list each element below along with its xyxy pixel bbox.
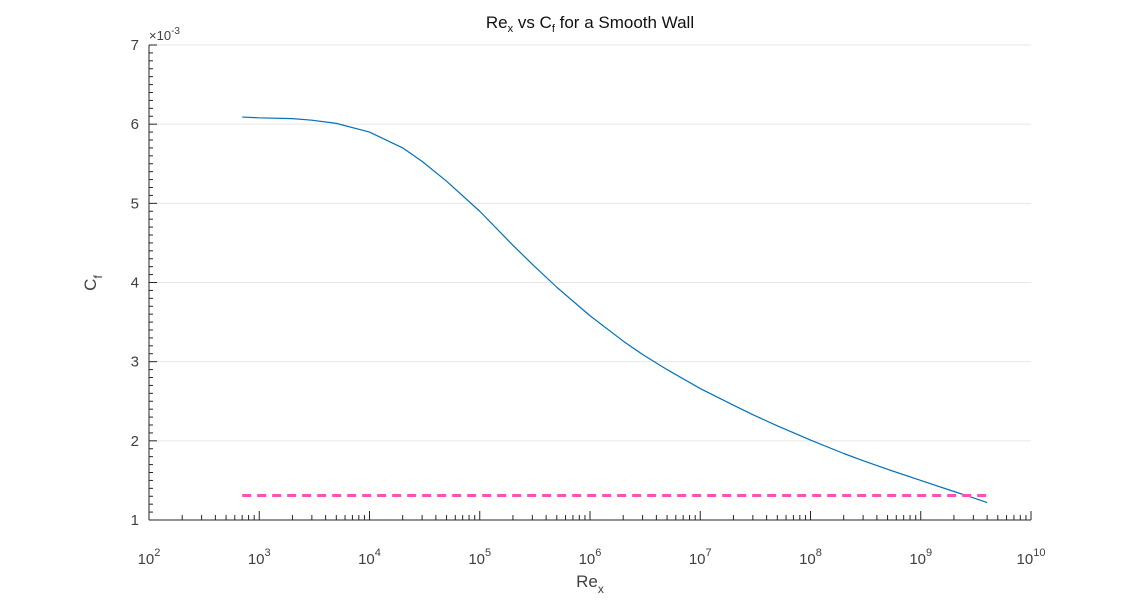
x-tick-label-power: 6 xyxy=(595,547,601,559)
x-tick-label-base: 10 xyxy=(468,551,485,568)
y-axis-exponent: ×10-3 xyxy=(149,26,180,43)
x-tick-label-base: 10 xyxy=(248,551,265,568)
x-tick-label-10-8: 108 xyxy=(799,547,822,568)
x-tick-label-base: 10 xyxy=(138,551,155,568)
y-axis-title: Cf xyxy=(81,275,105,291)
x-tick-label-10-4: 104 xyxy=(358,547,381,568)
y-tick-label-4: 4 xyxy=(131,275,139,292)
y-axis-exponent-power: -3 xyxy=(171,26,180,37)
x-tick-label-10-10: 1010 xyxy=(1017,547,1046,568)
x-tick-label-power: 3 xyxy=(265,547,271,559)
x-axis-title: Rex xyxy=(576,572,604,596)
x-tick-label-base: 10 xyxy=(579,551,596,568)
y-axis-exponent-base: ×10 xyxy=(149,28,171,43)
chart-title: Rex vs Cf for a Smooth Wall xyxy=(486,13,694,35)
x-tick-label-10-7: 107 xyxy=(689,547,712,568)
x-tick-label-10-2: 102 xyxy=(138,547,161,568)
x-tick-label-10-3: 103 xyxy=(248,547,271,568)
x-tick-label-base: 10 xyxy=(358,551,375,568)
x-tick-label-10-5: 105 xyxy=(468,547,491,568)
y-axis-title-main: C xyxy=(81,279,100,291)
series-solid-line xyxy=(242,116,988,504)
x-tick-label-10-6: 106 xyxy=(579,547,602,568)
y-tick-label-3: 3 xyxy=(131,354,139,371)
y-tick-label-1: 1 xyxy=(131,512,139,529)
x-axis-title-subscript: x xyxy=(598,582,604,596)
chart-title-middle: vs C xyxy=(513,13,552,32)
x-tick-label-power: 8 xyxy=(816,547,822,559)
x-tick-label-base: 10 xyxy=(1017,551,1034,568)
x-tick-label-base: 10 xyxy=(799,551,816,568)
y-axis-title-subscript: f xyxy=(91,275,105,279)
y-tick-label-5: 5 xyxy=(131,195,139,212)
y-tick-label-7: 7 xyxy=(131,37,139,54)
x-axis-title-main: Re xyxy=(576,572,598,591)
series-layer xyxy=(242,116,988,504)
chart-title-main: Re xyxy=(486,13,508,32)
chart-title-tail: for a Smooth Wall xyxy=(555,13,694,32)
x-tick-label-power: 5 xyxy=(485,547,491,559)
axes-layer xyxy=(148,44,1032,521)
x-tick-label-power: 7 xyxy=(706,547,712,559)
x-tick-label-base: 10 xyxy=(909,551,926,568)
x-tick-label-power: 4 xyxy=(375,547,381,559)
x-tick-label-power: 2 xyxy=(154,547,160,559)
x-tick-label-power: 9 xyxy=(926,547,932,559)
chart-title-main-subscript: x xyxy=(508,23,514,35)
x-tick-label-power: 10 xyxy=(1033,547,1045,559)
x-tick-label-base: 10 xyxy=(689,551,706,568)
grid-layer xyxy=(149,44,1031,521)
chart-title-middle-subscript: f xyxy=(552,23,556,35)
x-tick-label-10-9: 109 xyxy=(909,547,932,568)
y-tick-label-6: 6 xyxy=(131,116,139,133)
y-tick-label-2: 2 xyxy=(131,433,139,450)
